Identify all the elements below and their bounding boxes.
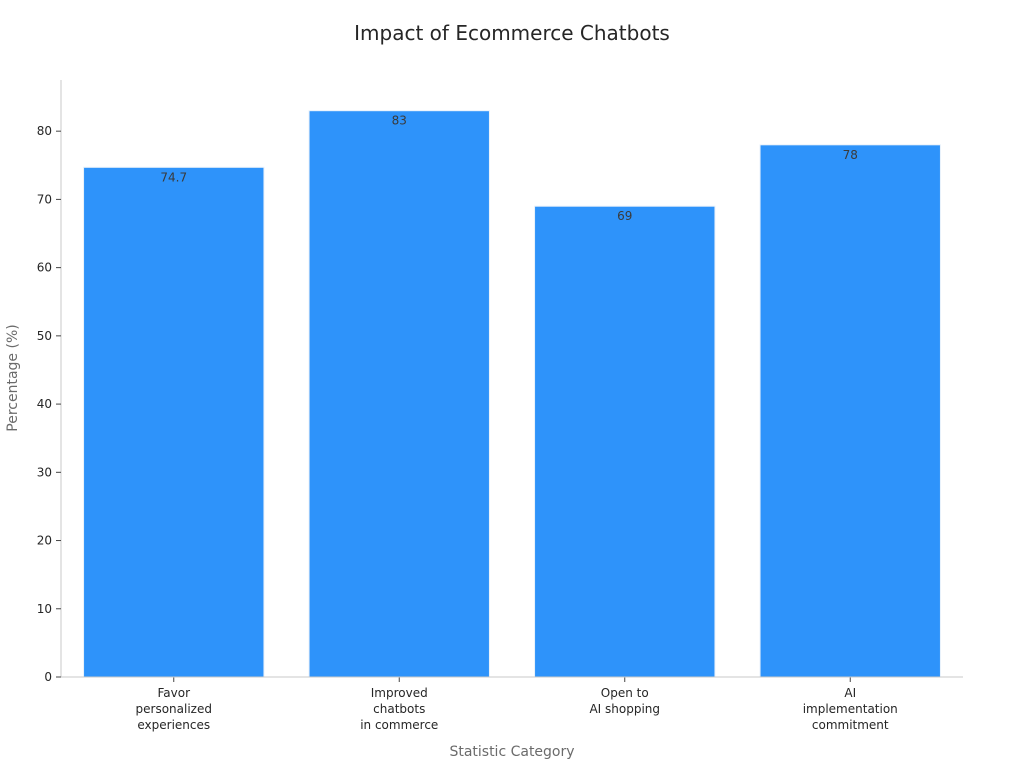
bar-value-label-2: 83 xyxy=(392,114,407,128)
x-tick-label-line: implementation xyxy=(803,702,898,716)
bar-value-label-1: 74.7 xyxy=(160,170,187,184)
y-tick-label-3: 30 xyxy=(37,465,52,479)
labels-layer: 74.7 Favor personalized experiences 83 Improv… xyxy=(37,114,898,732)
y-tick-label-8: 80 xyxy=(37,124,52,138)
y-tick-label-7: 70 xyxy=(37,192,52,206)
x-axis-title: Statistic Category xyxy=(449,744,574,760)
y-tick-label-0: 0 xyxy=(44,670,52,684)
x-tick-label-line: in commerce xyxy=(360,718,438,732)
x-tick-label-line: Improved xyxy=(371,686,428,700)
x-tick-label-line: Open to xyxy=(601,686,649,700)
bar-value-label-3: 69 xyxy=(617,209,632,223)
bar-1 xyxy=(83,166,265,678)
y-tick-label-6: 60 xyxy=(37,261,52,275)
y-tick-label-4: 40 xyxy=(37,397,52,411)
bar-3 xyxy=(534,205,716,678)
bar-2 xyxy=(308,110,490,678)
x-tick-label-2: Improved chatbots in commerce xyxy=(360,686,438,732)
bars-layer xyxy=(83,110,941,678)
y-tick-label-2: 20 xyxy=(37,534,52,548)
chart-title: Impact of Ecommerce Chatbots xyxy=(354,21,670,45)
y-axis-title: Percentage (%) xyxy=(5,324,21,431)
axes-layer xyxy=(56,80,963,682)
bar-4 xyxy=(759,144,941,678)
x-tick-label-line: experiences xyxy=(137,718,210,732)
x-tick-label-3: Open to AI shopping xyxy=(589,686,660,716)
x-tick-label-1: Favor personalized experiences xyxy=(136,686,212,732)
x-tick-label-4: AI implementation commitment xyxy=(803,686,898,732)
x-tick-label-line: AI shopping xyxy=(589,702,660,716)
bar-value-label-4: 78 xyxy=(843,148,858,162)
x-tick-label-line: AI xyxy=(844,686,856,700)
x-tick-label-line: Favor xyxy=(157,686,190,700)
x-tick-label-line: commitment xyxy=(812,718,889,732)
y-tick-label-1: 10 xyxy=(37,602,52,616)
x-tick-label-line: personalized xyxy=(136,702,212,716)
x-tick-label-line: chatbots xyxy=(373,702,425,716)
y-tick-label-5: 50 xyxy=(37,329,52,343)
